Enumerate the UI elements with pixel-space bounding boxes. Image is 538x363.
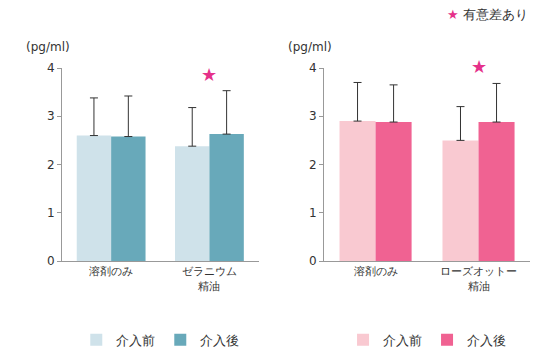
svg-text:3: 3 [47,109,55,123]
svg-text:★ 有意差あり: ★ 有意差あり [447,7,528,22]
svg-text:介入後: 介入後 [467,333,506,348]
svg-text:0: 0 [309,254,317,268]
svg-text:溶剤のみ: 溶剤のみ [354,265,398,278]
svg-text:2: 2 [309,158,317,172]
svg-text:3: 3 [309,109,317,123]
svg-text:1: 1 [309,206,317,220]
svg-text:介入前: 介入前 [383,333,422,348]
svg-text:4: 4 [47,61,55,75]
svg-text:★: ★ [201,64,217,85]
svg-text:0: 0 [47,254,55,268]
svg-text:★: ★ [471,56,487,77]
svg-text:(pg/ml): (pg/ml) [26,40,70,54]
svg-text:介入前: 介入前 [116,333,155,348]
svg-text:(pg/ml): (pg/ml) [288,40,332,54]
svg-text:1: 1 [47,206,55,220]
svg-text:ゼラニウム精油: ゼラニウム精油 [182,265,237,292]
svg-text:4: 4 [309,61,317,75]
svg-text:ローズオットー精油: ローズオットー精油 [440,265,517,292]
svg-text:溶剤のみ: 溶剤のみ [89,265,133,278]
svg-text:介入後: 介入後 [200,333,239,348]
svg-text:2: 2 [47,158,55,172]
